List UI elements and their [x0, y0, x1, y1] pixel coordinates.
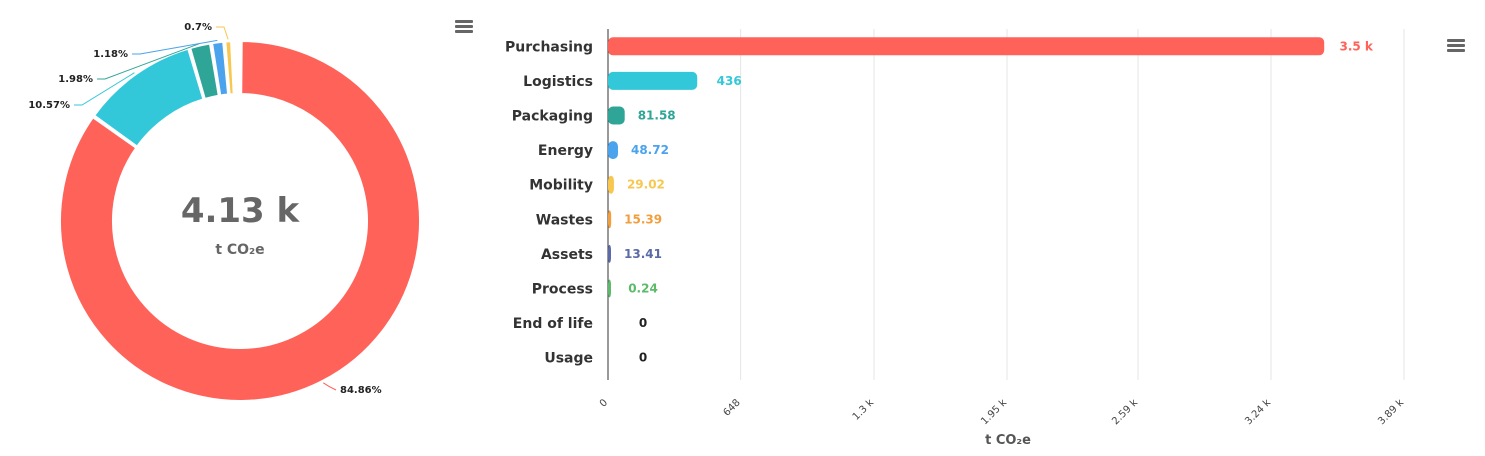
donut-slice-mobility[interactable] [224, 40, 235, 96]
value-label-energy: 48.72 [631, 143, 669, 157]
donut-slice-packaging[interactable] [189, 42, 220, 100]
value-label-logistics: 436 [717, 74, 742, 88]
x-tick-label: 1.3 k [851, 397, 877, 423]
value-label-usage: 0 [639, 351, 647, 365]
value-label-assets: 13.41 [624, 247, 662, 261]
value-label-purchasing: 3.5 k [1339, 39, 1373, 53]
category-label-purchasing: Purchasing [505, 39, 593, 55]
value-label-mobility: 29.02 [627, 178, 665, 192]
category-label-mobility: Mobility [529, 178, 593, 194]
donut-connector-mobility [216, 26, 229, 40]
value-label-packaging: 81.58 [638, 109, 676, 123]
category-label-end-of-life: End of life [513, 316, 593, 332]
donut-label-purchasing: 84.86% [340, 385, 382, 396]
x-tick-label: 3.24 k [1243, 397, 1273, 427]
x-axis-title: t CO₂e [985, 433, 1031, 448]
donut-connector-logistics [74, 72, 135, 106]
bar-mobility[interactable] [608, 175, 614, 194]
category-label-energy: Energy [538, 143, 593, 159]
bar-logistics[interactable] [608, 71, 698, 90]
donut-chart: 84.86% 10.57% 1.98% 1.18% 0.7% 4.13 k t CO₂e [28, 22, 421, 402]
category-label-logistics: Logistics [523, 74, 593, 90]
donut-center-value: 4.13 k [181, 191, 301, 231]
bar-chart-menu-icon[interactable] [1447, 39, 1465, 53]
value-label-end-of-life: 0 [639, 316, 647, 330]
donut-slice-logistics[interactable] [93, 47, 205, 148]
value-label-wastes: 15.39 [624, 212, 662, 226]
donut-slice-process[interactable] [239, 40, 243, 96]
x-tick-label: 648 [721, 397, 742, 418]
bar-energy[interactable] [608, 141, 618, 160]
category-label-assets: Assets [541, 247, 593, 263]
donut-connector-packaging [97, 43, 200, 80]
bar-wastes[interactable] [608, 210, 612, 229]
category-label-process: Process [532, 282, 593, 298]
donut-label-energy: 1.18% [93, 49, 128, 60]
donut-chart-menu-icon[interactable] [455, 20, 473, 34]
donut-slice-purchasing[interactable] [59, 40, 421, 402]
donut-connector-purchasing [322, 382, 337, 391]
donut-slice-assets[interactable] [236, 40, 241, 96]
bar-process[interactable] [608, 279, 611, 298]
x-tick-label: 2.59 k [1110, 397, 1140, 427]
x-tick-label: 3.89 k [1376, 397, 1406, 427]
bar-packaging[interactable] [608, 106, 625, 125]
bar-assets[interactable] [608, 244, 611, 263]
donut-label-logistics: 10.57% [28, 100, 70, 111]
bar-chart: Purchasing Logistics Packaging Energy Mobili… [505, 29, 1406, 448]
bar-purchasing[interactable] [608, 37, 1325, 56]
donut-slice-wastes[interactable] [232, 40, 238, 96]
value-label-process: 0.24 [628, 282, 658, 296]
x-tick-label: 1.95 k [979, 397, 1009, 427]
donut-slice-energy[interactable] [211, 40, 230, 97]
category-label-packaging: Packaging [512, 109, 593, 125]
donut-center-unit: t CO₂e [215, 242, 264, 258]
x-tick-label: 0 [598, 397, 610, 409]
donut-label-packaging: 1.98% [58, 74, 93, 85]
category-label-wastes: Wastes [536, 212, 593, 228]
category-label-usage: Usage [544, 351, 593, 367]
donut-connector-energy [132, 39, 218, 55]
donut-label-mobility: 0.7% [184, 22, 212, 33]
